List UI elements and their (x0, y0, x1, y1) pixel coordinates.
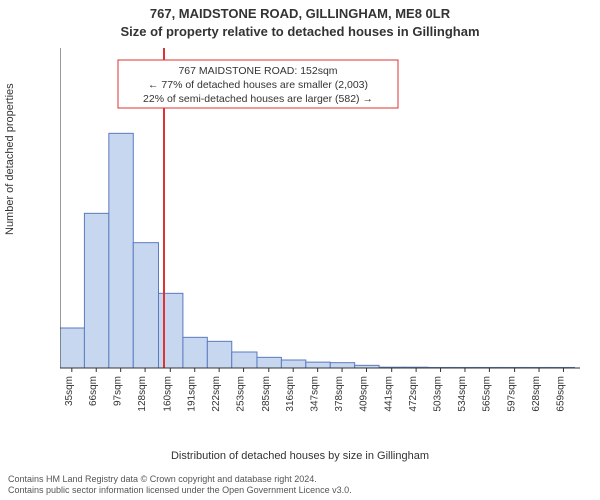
x-tick-label: 160sqm (162, 376, 173, 412)
histogram-bar (60, 328, 84, 368)
x-tick-label: 66sqm (88, 376, 99, 406)
x-tick-label: 97sqm (113, 376, 124, 406)
histogram-bar (183, 337, 207, 368)
histogram-bar (257, 357, 281, 368)
histogram-bar (158, 293, 182, 368)
histogram-bar (133, 243, 158, 368)
x-tick-label: 503sqm (433, 376, 444, 412)
histogram-bar (207, 341, 231, 368)
histogram-bar (306, 362, 330, 368)
annotation-line: 767 MAIDSTONE ROAD: 152sqm (178, 65, 337, 77)
footer-line-1: Contains HM Land Registry data © Crown c… (8, 474, 317, 484)
annotation-line: ← 77% of detached houses are smaller (2,… (148, 79, 368, 91)
x-tick-label: 409sqm (358, 376, 369, 412)
plot-area: 02004006008001000120035sqm66sqm97sqm128s… (60, 48, 580, 418)
y-axis-label: Number of detached properties (4, 83, 16, 235)
footer-line-2: Contains public sector information licen… (8, 485, 352, 495)
x-tick-label: 659sqm (555, 376, 566, 412)
histogram-bar (109, 133, 133, 368)
histogram-bar (84, 213, 108, 368)
x-tick-label: 128sqm (137, 376, 148, 412)
histogram-svg: 02004006008001000120035sqm66sqm97sqm128s… (60, 48, 580, 418)
histogram-bar (281, 360, 305, 368)
x-tick-label: 441sqm (384, 376, 395, 412)
x-axis-label: Distribution of detached houses by size … (0, 450, 600, 462)
x-tick-label: 316sqm (285, 376, 296, 412)
x-tick-label: 222sqm (211, 376, 222, 412)
x-tick-label: 191sqm (187, 376, 198, 412)
x-tick-label: 285sqm (261, 376, 272, 412)
x-tick-label: 565sqm (481, 376, 492, 412)
x-tick-label: 534sqm (457, 376, 468, 412)
x-tick-label: 253sqm (236, 376, 247, 412)
x-tick-label: 347sqm (310, 376, 321, 412)
x-tick-label: 378sqm (334, 376, 345, 412)
x-tick-label: 628sqm (531, 376, 542, 412)
chart-subtitle: Size of property relative to detached ho… (0, 24, 600, 39)
histogram-bar (232, 352, 257, 368)
x-tick-label: 35sqm (64, 376, 75, 406)
attribution-footer: Contains HM Land Registry data © Crown c… (8, 474, 592, 496)
chart-address-title: 767, MAIDSTONE ROAD, GILLINGHAM, ME8 0LR (0, 6, 600, 21)
x-tick-label: 472sqm (408, 376, 419, 412)
x-tick-label: 597sqm (507, 376, 518, 412)
chart-container: { "address_title": "767, MAIDSTONE ROAD,… (0, 0, 600, 500)
annotation-line: 22% of semi-detached houses are larger (… (143, 93, 373, 105)
histogram-bar (330, 363, 354, 368)
